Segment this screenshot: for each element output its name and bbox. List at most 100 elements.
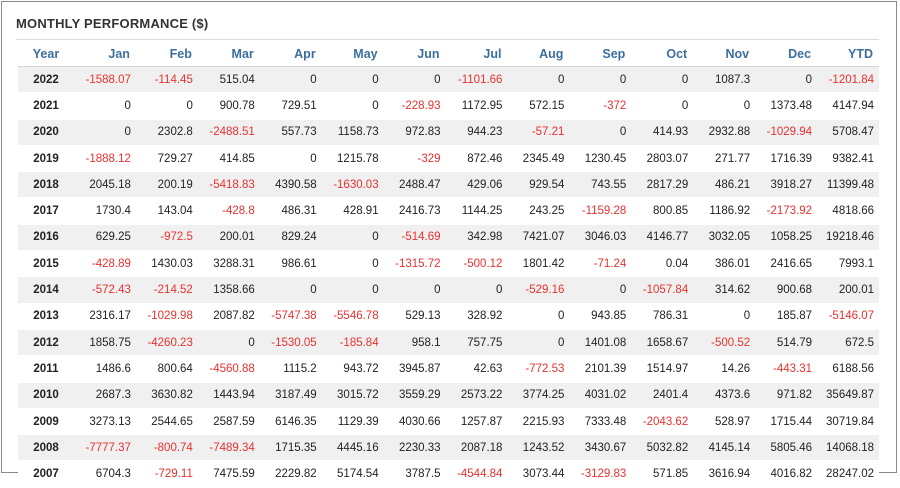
value-cell: 0 xyxy=(631,92,694,120)
value-cell: -1029.94 xyxy=(755,119,818,146)
value-cell: 872.46 xyxy=(445,145,508,173)
value-cell: 1158.73 xyxy=(321,119,384,146)
value-cell: 971.82 xyxy=(755,382,818,409)
value-cell: 200.01 xyxy=(817,276,879,304)
value-cell: 800.85 xyxy=(631,197,694,225)
column-header-jun: Jun xyxy=(383,42,446,67)
value-cell: 7993.1 xyxy=(817,250,879,278)
value-cell: 2316.17 xyxy=(74,303,136,330)
value-cell: 2573.22 xyxy=(445,382,508,409)
value-cell: 0 xyxy=(569,66,632,94)
value-cell: 0 xyxy=(383,66,446,94)
value-cell: 3616.94 xyxy=(693,460,756,488)
value-cell: 2229.82 xyxy=(259,460,322,488)
value-cell: 1058.25 xyxy=(755,224,818,252)
value-cell: 800.64 xyxy=(135,355,198,383)
value-cell: -7777.37 xyxy=(74,434,136,462)
value-cell: 1858.75 xyxy=(74,329,136,357)
value-cell: 1715.44 xyxy=(755,408,818,436)
year-cell: 2011 xyxy=(18,355,74,383)
value-cell: -772.53 xyxy=(507,355,570,383)
value-cell: -529.16 xyxy=(507,276,570,304)
value-cell: 0 xyxy=(321,250,384,278)
value-cell: 5708.47 xyxy=(817,119,879,146)
title-divider xyxy=(16,39,879,40)
value-cell: 271.77 xyxy=(693,145,756,173)
value-cell: 0 xyxy=(321,224,384,252)
table-row: 2009 3273.13 2544.65 2587.59 6146.35 1129.39 4… xyxy=(18,408,879,436)
value-cell: -5546.78 xyxy=(321,303,384,330)
value-cell: 428.91 xyxy=(321,197,384,225)
value-cell: 1486.6 xyxy=(74,355,136,383)
value-cell: 944.23 xyxy=(445,119,508,146)
value-cell: 729.51 xyxy=(259,92,322,120)
value-cell: 900.78 xyxy=(197,92,260,120)
value-cell: 414.93 xyxy=(631,119,694,146)
value-cell: -114.45 xyxy=(135,66,198,94)
value-cell: -1315.72 xyxy=(383,250,446,278)
value-cell: 4445.16 xyxy=(321,434,384,462)
column-header-aug: Aug xyxy=(507,42,570,67)
value-cell: 2416.65 xyxy=(755,250,818,278)
value-cell: 0 xyxy=(507,329,570,357)
value-cell: -4560.88 xyxy=(197,355,260,383)
column-header-jul: Jul xyxy=(445,42,508,67)
value-cell: 0 xyxy=(197,329,260,357)
value-cell: -1057.84 xyxy=(631,276,694,304)
value-cell: -1888.12 xyxy=(74,145,136,173)
value-cell: 7333.48 xyxy=(569,408,632,436)
value-cell: 5174.54 xyxy=(321,460,384,488)
table-row: 2010 2687.3 3630.82 1443.94 3187.49 3015.72 35… xyxy=(18,382,879,409)
value-cell: 4818.66 xyxy=(817,197,879,225)
value-cell: 0 xyxy=(693,303,756,330)
value-cell: -5146.07 xyxy=(817,303,879,330)
value-cell: -514.69 xyxy=(383,224,446,252)
table-row: 2019 -1888.12 729.27 414.85 0 1215.78 -329 872.… xyxy=(18,145,879,173)
value-cell: 3015.72 xyxy=(321,382,384,409)
value-cell: -1201.84 xyxy=(817,66,879,94)
value-cell: 3187.49 xyxy=(259,382,322,409)
value-cell: -4544.84 xyxy=(445,460,508,488)
value-cell: 4030.66 xyxy=(383,408,446,436)
value-cell: 7475.59 xyxy=(197,460,260,488)
value-cell: 528.97 xyxy=(693,408,756,436)
value-cell: 0 xyxy=(569,119,632,146)
value-cell: 3288.31 xyxy=(197,250,260,278)
column-header-ytd: YTD xyxy=(817,42,879,67)
value-cell: 2345.49 xyxy=(507,145,570,173)
value-cell: 1443.94 xyxy=(197,382,260,409)
value-cell: 14068.18 xyxy=(817,434,879,462)
value-cell: 943.72 xyxy=(321,355,384,383)
value-cell: 1115.2 xyxy=(259,355,322,383)
value-cell: -1101.66 xyxy=(445,66,508,94)
value-cell: 0 xyxy=(445,276,508,304)
value-cell: 4146.77 xyxy=(631,224,694,252)
value-cell: -800.74 xyxy=(135,434,198,462)
year-cell: 2017 xyxy=(18,197,74,225)
value-cell: 1186.92 xyxy=(693,197,756,225)
value-cell: -729.11 xyxy=(135,460,198,488)
table-row: 2007 6704.3 -729.11 7475.59 2229.82 5174.54 37… xyxy=(18,460,879,488)
value-cell: 1087.3 xyxy=(693,66,756,94)
value-cell: 2416.73 xyxy=(383,197,446,225)
value-cell: 3273.13 xyxy=(74,408,136,436)
value-cell: 1257.87 xyxy=(445,408,508,436)
value-cell: 35649.87 xyxy=(817,382,879,409)
value-cell: 514.79 xyxy=(755,329,818,357)
value-cell: 3630.82 xyxy=(135,382,198,409)
value-cell: 986.61 xyxy=(259,250,322,278)
column-header-nov: Nov xyxy=(693,42,756,67)
table-row: 2014 -572.43 -214.52 1358.66 0 0 0 0 -529.16 0 -10… xyxy=(18,276,879,304)
year-cell: 2021 xyxy=(18,92,74,120)
value-cell: 314.62 xyxy=(693,276,756,304)
value-cell: 0 xyxy=(135,92,198,120)
column-header-sep: Sep xyxy=(569,42,632,67)
value-cell: 1730.4 xyxy=(74,197,136,225)
column-header-apr: Apr xyxy=(259,42,322,67)
value-cell: 829.24 xyxy=(259,224,322,252)
value-cell: 2302.8 xyxy=(135,119,198,146)
value-cell: 0 xyxy=(259,66,322,94)
value-cell: -972.5 xyxy=(135,224,198,252)
column-header-dec: Dec xyxy=(755,42,818,67)
value-cell: 900.68 xyxy=(755,276,818,304)
